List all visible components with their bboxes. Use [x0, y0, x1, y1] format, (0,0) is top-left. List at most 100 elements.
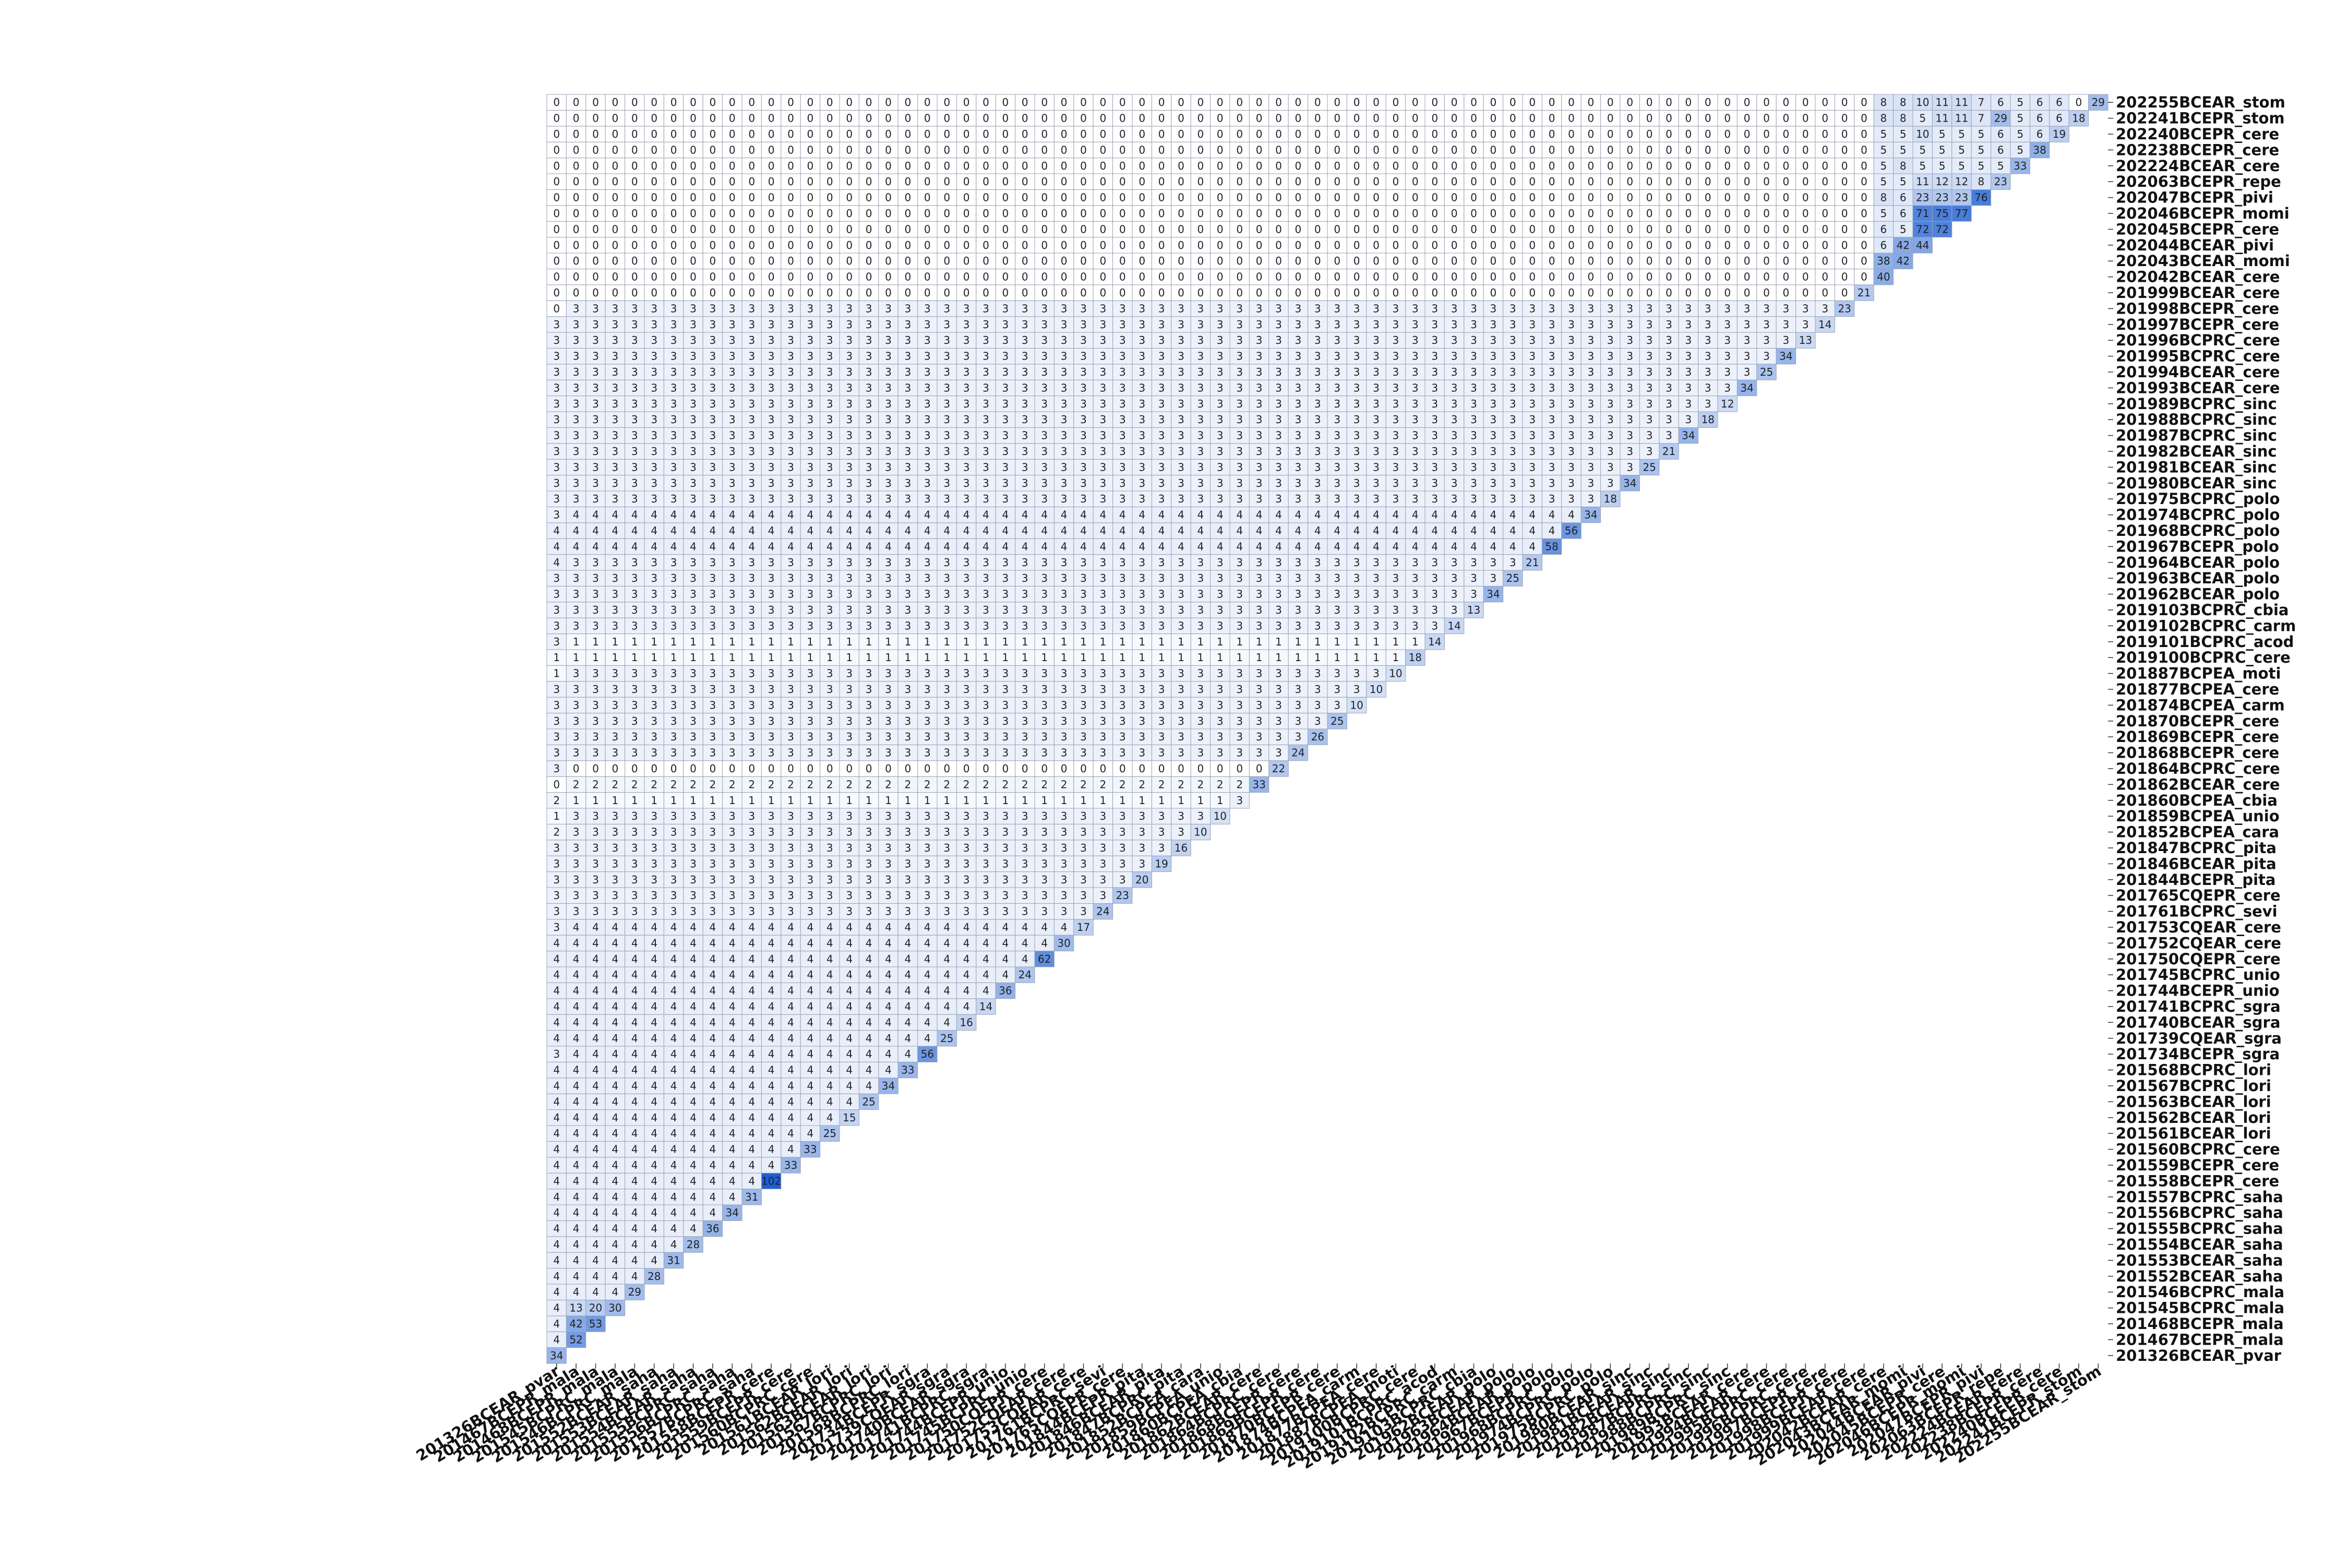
cell-value: 34: [726, 1206, 739, 1219]
cell-value: 3: [866, 619, 872, 632]
cell-value: 4: [1041, 524, 1048, 537]
heatmap-cell: [800, 1141, 821, 1158]
cell-value: 3: [983, 873, 989, 886]
cell-value: 3: [1275, 731, 1282, 743]
cell-value: 3: [866, 715, 872, 727]
cell-value: 3: [807, 588, 814, 601]
cell-value: 3: [807, 857, 814, 870]
cell-value: 3: [670, 619, 677, 632]
cell-value: 4: [710, 1048, 716, 1060]
cell-value: 4: [573, 1175, 580, 1187]
cell-value: 4: [670, 1175, 677, 1187]
cell-value: 3: [1041, 429, 1048, 442]
cell-value: 3: [1295, 572, 1302, 584]
cell-value: 4: [729, 1000, 736, 1013]
cell-value: 3: [690, 699, 697, 711]
cell-value: 4: [748, 1064, 755, 1076]
cell-value: 4: [573, 953, 580, 965]
cell-value: 4: [983, 509, 989, 521]
cell-value: 4: [573, 1064, 580, 1076]
cell-value: 4: [729, 937, 736, 949]
cell-value: 1: [846, 636, 853, 648]
cell-value: 1: [1158, 651, 1165, 664]
cell-value: 4: [924, 921, 931, 933]
cell-value: 3: [710, 889, 716, 902]
cell-value: 3: [1061, 667, 1068, 680]
cell-value: 3: [1256, 715, 1263, 727]
cell-value: 4: [710, 1032, 716, 1045]
cell-value: 4: [573, 1111, 580, 1124]
cell-value: 3: [1295, 588, 1302, 601]
cell-value: 3: [1217, 429, 1224, 442]
cell-value: 1: [573, 794, 580, 807]
cell-value: 3: [592, 715, 599, 727]
cell-value: 4: [690, 921, 697, 933]
cell-value: 4: [573, 937, 580, 949]
cell-value: 1: [553, 651, 560, 664]
cell-value: 3: [710, 604, 716, 616]
cell-value: 3: [846, 588, 853, 601]
cell-value: 3: [1002, 731, 1009, 743]
cell-value: 4: [729, 524, 736, 537]
heatmap-cell: [644, 1061, 664, 1079]
cell-value: 4: [573, 921, 580, 933]
cell-value: 3: [846, 493, 853, 505]
cell-value: 3: [807, 493, 814, 505]
cell-value: 3: [1178, 588, 1184, 601]
heatmap-cell: [644, 1252, 664, 1269]
cell-value: 4: [924, 1016, 931, 1028]
cell-value: 4: [573, 985, 580, 997]
cell-value: 3: [1178, 604, 1184, 616]
cell-value: 4: [846, 921, 853, 933]
cell-value: 3: [748, 461, 755, 473]
cell-value: 0: [1119, 762, 1126, 775]
cell-value: 4: [866, 1000, 872, 1013]
cell-value: 4: [846, 509, 853, 521]
cell-value: 14: [1428, 636, 1441, 648]
cell-value: 3: [592, 857, 599, 870]
cell-value: 3: [826, 873, 833, 886]
cell-value: 3: [748, 731, 755, 743]
cell-value: 19: [1155, 857, 1168, 870]
cell-value: 4: [1431, 540, 1438, 553]
cell-value: 3: [1353, 429, 1360, 442]
cell-value: 3: [1022, 429, 1028, 442]
cell-value: 1: [1158, 794, 1165, 807]
cell-value: 3: [768, 857, 775, 870]
cell-value: 3: [748, 619, 755, 632]
cell-value: 3: [826, 747, 833, 759]
cell-value: 1: [592, 651, 599, 664]
cell-value: 24: [1019, 968, 1032, 981]
cell-value: 4: [612, 509, 619, 521]
heatmap-cell: [644, 1157, 664, 1174]
heatmap-cell: [546, 1299, 567, 1316]
cell-value: 0: [924, 762, 931, 775]
cell-value: 3: [1100, 810, 1107, 822]
cell-value: 3: [748, 699, 755, 711]
cell-value: 3: [1158, 667, 1165, 680]
cell-value: 4: [1022, 921, 1028, 933]
cell-value: 3: [846, 683, 853, 696]
cell-value: 4: [592, 1238, 599, 1251]
cell-value: 1: [807, 794, 814, 807]
cell-value: 3: [1197, 461, 1204, 473]
cell-value: 3: [1529, 477, 1536, 489]
cell-value: 4: [670, 1238, 677, 1251]
cell-value: 3: [1080, 493, 1087, 505]
cell-value: 3: [1022, 493, 1028, 505]
cell-value: 4: [729, 1048, 736, 1060]
cell-value: 1: [631, 794, 638, 807]
cell-value: 4: [885, 1064, 892, 1076]
cell-value: 20: [1135, 873, 1148, 886]
cell-value: 4: [748, 953, 755, 965]
cell-value: 3: [1197, 477, 1204, 489]
cell-value: 3: [592, 842, 599, 854]
cell-value: 4: [963, 953, 970, 965]
cell-value: 1: [1178, 794, 1184, 807]
cell-value: 3: [846, 747, 853, 759]
cell-value: 3: [553, 429, 560, 442]
cell-value: 3: [1295, 477, 1302, 489]
cell-value: 34: [1584, 509, 1597, 521]
heatmap-cell: [781, 1141, 801, 1158]
cell-value: 3: [787, 857, 794, 870]
